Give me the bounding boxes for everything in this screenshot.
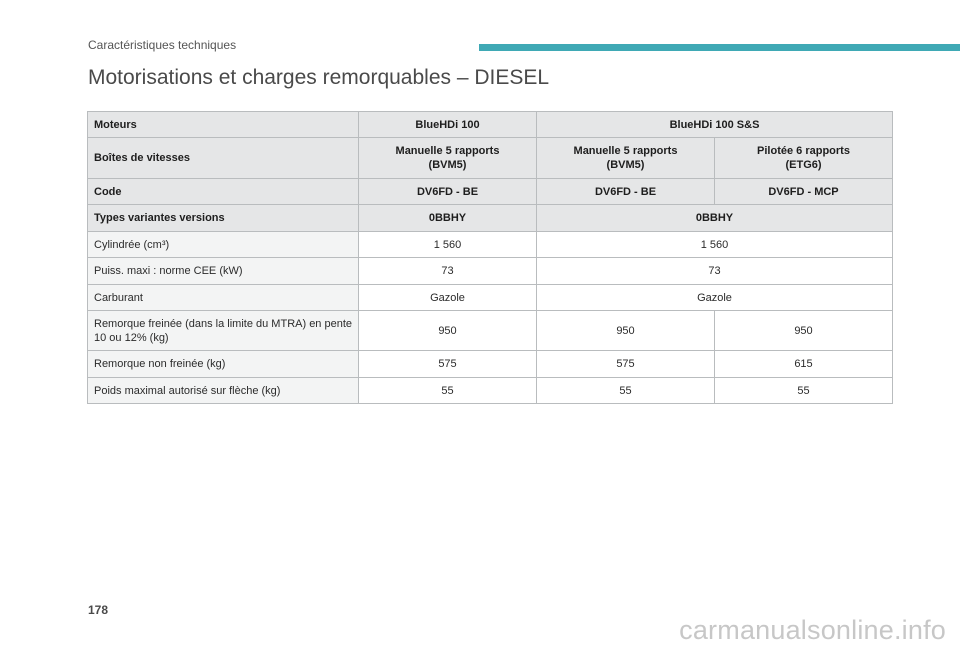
cell-code-3: DV6FD - MCP	[714, 178, 893, 205]
cell-boite-3: Pilotée 6 rapports (ETG6)	[714, 137, 893, 179]
cell-type-a: 0BBHY	[358, 204, 537, 232]
row-label-boites: Boîtes de vitesses	[87, 137, 359, 179]
cell-code-1: DV6FD - BE	[358, 178, 537, 205]
cell-boite-2: Manuelle 5 rapports (BVM5)	[536, 137, 715, 179]
cell-type-b: 0BBHY	[536, 204, 893, 232]
row-label-types: Types variantes versions	[87, 204, 359, 232]
table-row: Remorque freinée (dans la limite du MTRA…	[87, 310, 893, 351]
cell-moteur-a: BlueHDi 100	[358, 111, 537, 138]
cell-remorque-non-freinee-3: 615	[714, 350, 893, 378]
row-label-poids-fleche: Poids maximal autorisé sur flèche (kg)	[87, 377, 359, 404]
watermark: carmanualsonline.info	[679, 615, 946, 645]
boite-line2: (BVM5)	[606, 159, 645, 171]
row-label-remorque-freinee: Remorque freinée (dans la limite du MTRA…	[87, 310, 359, 351]
cell-remorque-non-freinee-2: 575	[536, 350, 715, 378]
cell-cylindree-b: 1 560	[536, 231, 893, 258]
cell-carburant-b: Gazole	[536, 284, 893, 311]
table-row: Types variantes versions 0BBHY 0BBHY	[87, 204, 893, 232]
page-title: Motorisations et charges remorquables – …	[88, 66, 550, 89]
row-label-remorque-non-freinee: Remorque non freinée (kg)	[87, 350, 359, 378]
boite-line2: (BVM5)	[428, 159, 467, 171]
table-row: Boîtes de vitesses Manuelle 5 rapports (…	[87, 137, 893, 179]
cell-remorque-freinee-2: 950	[536, 310, 715, 351]
cell-poids-fleche-1: 55	[358, 377, 537, 404]
cell-remorque-non-freinee-1: 575	[358, 350, 537, 378]
row-label-carburant: Carburant	[87, 284, 359, 311]
boite-line2: (ETG6)	[785, 159, 822, 171]
row-label-puissance: Puiss. maxi : norme CEE (kW)	[87, 257, 359, 285]
cell-remorque-freinee-3: 950	[714, 310, 893, 351]
table-row: Puiss. maxi : norme CEE (kW) 73 73	[87, 257, 893, 285]
cell-puissance-b: 73	[536, 257, 893, 285]
boite-line1: Pilotée 6 rapports	[757, 145, 850, 157]
table-row: Code DV6FD - BE DV6FD - BE DV6FD - MCP	[87, 178, 893, 205]
cell-boite-1: Manuelle 5 rapports (BVM5)	[358, 137, 537, 179]
table-row: Moteurs BlueHDi 100 BlueHDi 100 S&S	[87, 111, 893, 138]
section-header: Caractéristiques techniques	[88, 38, 237, 52]
page-number: 178	[88, 603, 109, 617]
row-label-code: Code	[87, 178, 359, 205]
table-row: Carburant Gazole Gazole	[87, 284, 893, 311]
row-label-cylindree: Cylindrée (cm³)	[87, 231, 359, 258]
table-row: Cylindrée (cm³) 1 560 1 560	[87, 231, 893, 258]
table-row: Poids maximal autorisé sur flèche (kg) 5…	[87, 377, 893, 404]
cell-carburant-a: Gazole	[358, 284, 537, 311]
cell-poids-fleche-3: 55	[714, 377, 893, 404]
cell-code-2: DV6FD - BE	[536, 178, 715, 205]
table-row: Remorque non freinée (kg) 575 575 615	[87, 350, 893, 378]
engine-specs-table: Moteurs BlueHDi 100 BlueHDi 100 S&S Boît…	[87, 111, 893, 404]
boite-line1: Manuelle 5 rapports	[395, 145, 500, 157]
cell-poids-fleche-2: 55	[536, 377, 715, 404]
cell-remorque-freinee-1: 950	[358, 310, 537, 351]
cell-puissance-a: 73	[358, 257, 537, 285]
cell-moteur-b: BlueHDi 100 S&S	[536, 111, 893, 138]
row-label-moteurs: Moteurs	[87, 111, 359, 138]
header-accent-bar	[479, 44, 960, 51]
cell-cylindree-a: 1 560	[358, 231, 537, 258]
boite-line1: Manuelle 5 rapports	[573, 145, 678, 157]
